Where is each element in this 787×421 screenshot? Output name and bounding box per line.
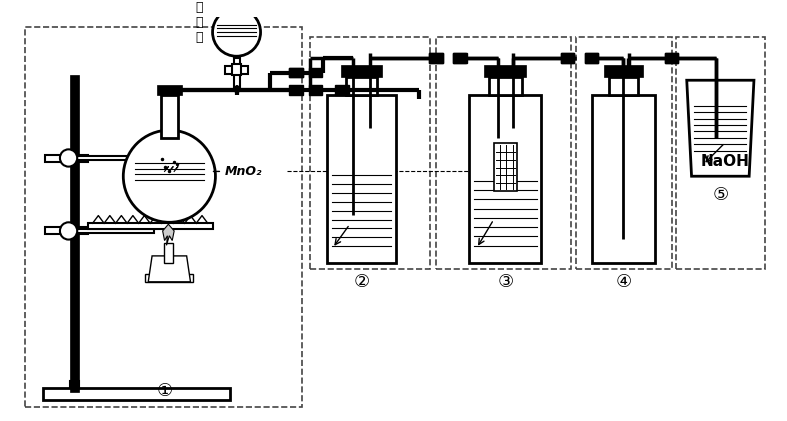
Bar bbox=[453, 53, 467, 63]
Bar bbox=[290, 85, 303, 95]
Circle shape bbox=[124, 130, 216, 222]
Bar bbox=[430, 53, 443, 63]
Bar bbox=[676, 37, 764, 269]
Bar bbox=[69, 381, 79, 388]
Text: ④: ④ bbox=[615, 273, 631, 291]
Bar bbox=[585, 53, 598, 63]
Bar bbox=[489, 77, 522, 95]
Bar bbox=[231, 64, 242, 75]
Bar bbox=[25, 27, 302, 407]
Bar bbox=[430, 53, 443, 63]
Bar bbox=[327, 95, 396, 263]
Bar bbox=[609, 77, 637, 95]
Bar bbox=[88, 223, 212, 229]
Bar bbox=[665, 53, 678, 63]
Bar bbox=[604, 65, 643, 77]
Bar bbox=[585, 53, 598, 63]
Bar bbox=[436, 37, 571, 269]
Bar bbox=[576, 37, 672, 269]
Text: ⑤: ⑤ bbox=[712, 187, 729, 205]
Bar bbox=[309, 68, 322, 77]
Circle shape bbox=[60, 149, 77, 167]
Polygon shape bbox=[148, 256, 190, 282]
Bar bbox=[77, 156, 144, 160]
Bar bbox=[71, 75, 79, 392]
Bar bbox=[309, 37, 430, 269]
Bar bbox=[77, 229, 154, 233]
Polygon shape bbox=[687, 80, 754, 176]
Bar bbox=[45, 155, 88, 162]
Bar bbox=[164, 243, 173, 263]
Bar bbox=[493, 143, 517, 191]
Bar bbox=[290, 68, 303, 77]
Text: ②: ② bbox=[353, 273, 369, 291]
Bar bbox=[592, 95, 655, 263]
Text: 浓
盐
酸: 浓 盐 酸 bbox=[195, 1, 203, 44]
Bar bbox=[157, 85, 182, 95]
Circle shape bbox=[231, 0, 242, 10]
Bar bbox=[45, 227, 88, 234]
Bar bbox=[342, 65, 382, 77]
Bar bbox=[335, 85, 349, 95]
Bar bbox=[665, 53, 678, 63]
Text: NaOH: NaOH bbox=[700, 154, 749, 168]
Bar bbox=[290, 68, 303, 77]
Bar bbox=[234, 58, 240, 87]
Text: MnO₂: MnO₂ bbox=[213, 165, 263, 178]
Bar bbox=[346, 77, 377, 95]
Bar bbox=[453, 53, 466, 63]
Bar bbox=[469, 95, 541, 263]
Circle shape bbox=[212, 8, 260, 56]
Circle shape bbox=[60, 222, 77, 240]
Bar bbox=[161, 95, 178, 138]
Bar bbox=[309, 85, 322, 95]
Text: ①: ① bbox=[157, 382, 172, 400]
Bar bbox=[42, 388, 230, 400]
Polygon shape bbox=[163, 224, 174, 245]
Bar bbox=[484, 65, 527, 77]
Bar bbox=[225, 66, 248, 74]
Text: ③: ③ bbox=[497, 273, 513, 291]
Bar bbox=[561, 53, 575, 63]
Bar bbox=[146, 274, 194, 282]
Bar bbox=[561, 53, 575, 63]
